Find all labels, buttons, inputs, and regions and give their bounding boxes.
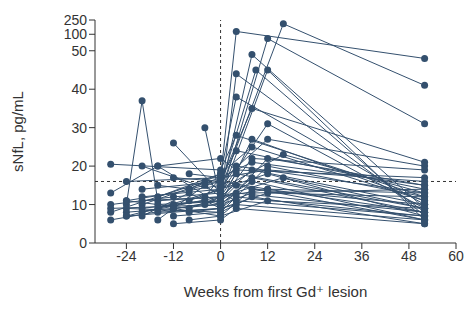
svg-text:36: 36: [354, 248, 370, 264]
svg-text:24: 24: [307, 248, 323, 264]
svg-text:100: 100: [64, 26, 88, 42]
svg-text:60: 60: [448, 248, 464, 264]
svg-text:30: 30: [71, 120, 87, 136]
svg-text:Weeks from first Gd⁺ lesion: Weeks from first Gd⁺ lesion: [184, 283, 368, 300]
svg-text:40: 40: [71, 81, 87, 97]
svg-text:50: 50: [71, 43, 87, 59]
svg-text:12: 12: [260, 248, 276, 264]
svg-text:sNfL, pg/mL: sNfL, pg/mL: [9, 91, 26, 172]
svg-text:0: 0: [79, 235, 87, 251]
svg-text:20: 20: [71, 158, 87, 174]
svg-text:-12: -12: [163, 248, 183, 264]
svg-text:10: 10: [71, 197, 87, 213]
svg-text:-24: -24: [116, 248, 136, 264]
svg-text:250: 250: [64, 12, 88, 28]
svg-text:0: 0: [217, 248, 225, 264]
svg-text:48: 48: [401, 248, 417, 264]
